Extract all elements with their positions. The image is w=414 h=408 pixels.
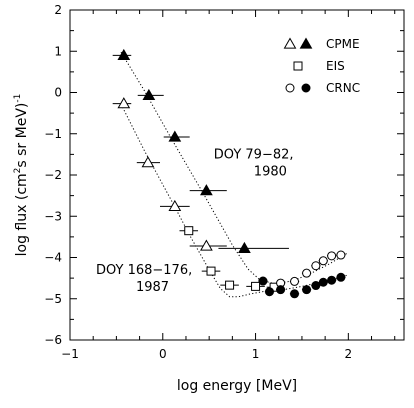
open-square-marker — [293, 61, 303, 71]
open-circle-marker — [302, 268, 312, 278]
y-axis-label-sup2: -1 — [13, 94, 23, 103]
y-axis-label-part1: log flux (cm — [14, 173, 30, 256]
open-circle-marker — [327, 251, 337, 261]
filled-circle-marker — [327, 275, 337, 285]
open-triangle-marker — [283, 37, 297, 49]
y-tick-label: 0 — [54, 86, 62, 100]
axis-tick-labels: −1 0 1 2 −6 −5 −4 −3 −2 −1 0 1 2 — [44, 3, 352, 361]
open-square-marker — [251, 281, 261, 291]
legend-label: CRNC — [326, 81, 360, 95]
open-triangle-marker — [141, 156, 155, 168]
y-tick-label: 2 — [54, 3, 62, 17]
open-square-marker — [206, 266, 216, 276]
x-axis-label: log energy [MeV] — [177, 378, 297, 394]
annotation-line: 1987 — [136, 280, 169, 295]
filled-circle-marker — [264, 287, 274, 297]
y-tick-label: −1 — [44, 127, 62, 141]
legend-label: EIS — [326, 59, 345, 73]
filled-triangle-marker — [117, 48, 131, 60]
annotations: DOY 79−82, 1980 DOY 168−176, 1987 — [96, 148, 294, 296]
legend: CPME EIS CRNC — [283, 37, 360, 95]
x-tick-label: −1 — [61, 347, 79, 361]
annotation-line: DOY 79−82, — [214, 148, 294, 163]
open-triangle-marker — [168, 199, 182, 211]
data-points — [112, 48, 346, 299]
y-axis-label: log flux (cm2s sr MeV)-1 — [13, 94, 30, 257]
open-circle-marker — [311, 261, 321, 271]
filled-triangle-marker — [200, 184, 213, 196]
open-circle-marker — [318, 256, 328, 266]
y-tick-label: −4 — [44, 251, 62, 265]
filled-triangle-marker — [168, 130, 182, 142]
filled-circle-marker — [302, 285, 312, 295]
filled-triangle-marker — [238, 241, 251, 254]
open-circle-marker — [290, 276, 300, 286]
annotation-line: DOY 168−176, — [96, 263, 192, 278]
fit-curve — [120, 103, 349, 298]
filled-triangle-marker — [299, 37, 313, 49]
open-square-marker — [184, 226, 194, 236]
x-tick-label: 2 — [345, 347, 353, 361]
open-circle-marker — [285, 83, 295, 93]
y-tick-label: 1 — [54, 44, 62, 58]
open-triangle-marker — [200, 239, 213, 251]
axis-ticks — [69, 9, 404, 341]
legend-label: CPME — [326, 37, 360, 51]
fit-curves — [120, 51, 349, 298]
filled-circle-marker — [276, 285, 286, 295]
x-tick-label: 1 — [252, 347, 260, 361]
y-tick-label: −6 — [44, 333, 62, 347]
y-tick-label: −3 — [44, 209, 62, 223]
filled-circle-marker — [258, 276, 268, 286]
open-circle-marker — [336, 250, 346, 260]
y-tick-label: −2 — [44, 168, 62, 182]
y-tick-label: −5 — [44, 292, 62, 306]
open-triangle-marker — [117, 97, 131, 109]
y-axis-label-sup1: 2 — [13, 168, 23, 174]
filled-triangle-marker — [142, 88, 156, 101]
annotation: DOY 79−82, 1980 — [214, 148, 294, 180]
y-axis-label-part2: s sr MeV) — [14, 103, 30, 168]
fit-curve — [120, 51, 349, 285]
filled-circle-marker — [318, 277, 328, 287]
filled-circle-marker — [301, 83, 311, 93]
annotation-line: 1980 — [254, 165, 287, 180]
open-square-marker — [225, 280, 235, 290]
filled-circle-marker — [336, 272, 346, 282]
x-tick-label: 0 — [159, 347, 167, 361]
annotation: DOY 168−176, 1987 — [96, 263, 192, 295]
filled-circle-marker — [290, 289, 300, 299]
filled-circle-marker — [311, 281, 321, 291]
